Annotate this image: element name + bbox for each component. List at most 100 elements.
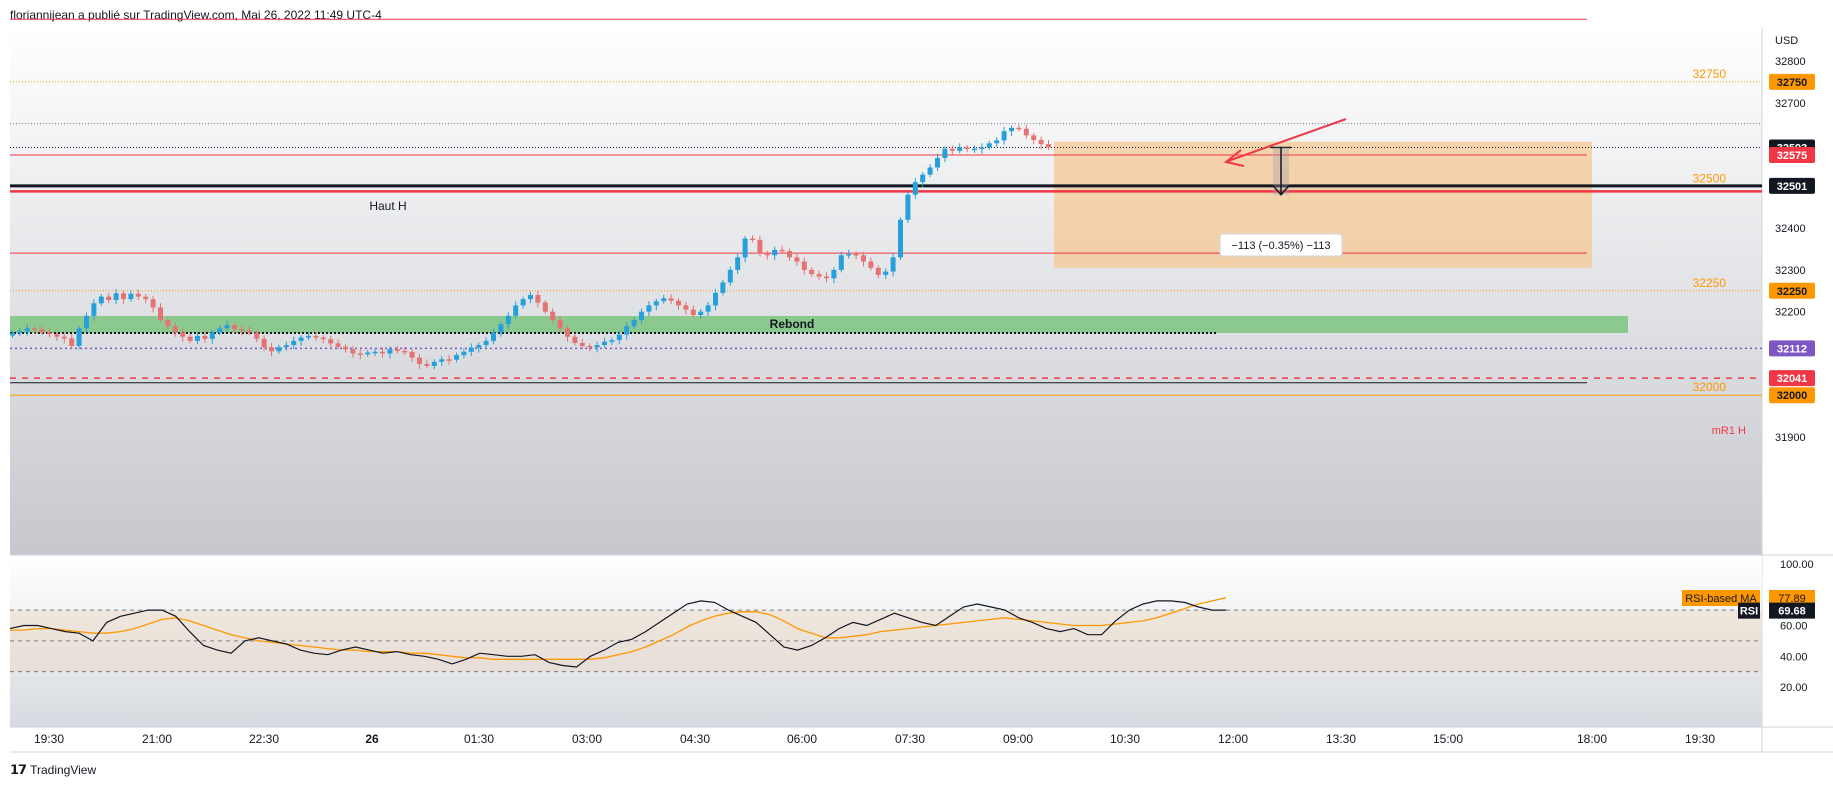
candle xyxy=(861,255,866,262)
candle xyxy=(713,292,718,306)
candle xyxy=(927,167,933,175)
candle xyxy=(195,335,200,341)
candle xyxy=(602,341,607,346)
candle xyxy=(468,347,474,352)
rsi-pane[interactable] xyxy=(10,557,1762,727)
candle xyxy=(217,328,223,333)
candle xyxy=(912,182,918,195)
candle xyxy=(942,148,948,158)
red-arrow-head-icon xyxy=(1223,149,1245,167)
candle xyxy=(350,349,356,354)
candle xyxy=(313,335,319,338)
time-tick: 06:00 xyxy=(787,732,817,746)
candle xyxy=(135,293,141,297)
candle xyxy=(986,143,992,148)
candle xyxy=(39,329,45,333)
mr1h-label: mR1 H xyxy=(1712,425,1746,437)
candle xyxy=(91,303,97,316)
candle xyxy=(69,338,75,346)
candle xyxy=(846,254,852,256)
candle xyxy=(676,300,681,306)
candle xyxy=(158,307,163,321)
time-tick: 19:30 xyxy=(1685,732,1715,746)
candle xyxy=(609,340,615,342)
rsi-value: 69.68 xyxy=(1778,606,1806,618)
time-tick: 07:30 xyxy=(895,732,925,746)
candle xyxy=(720,282,726,293)
candle xyxy=(565,328,570,337)
candle xyxy=(380,351,385,354)
price-tag xyxy=(1769,340,1815,357)
rebond-zone xyxy=(10,316,1628,333)
candles-group xyxy=(10,124,1051,370)
candle xyxy=(972,148,977,151)
price-tick: 32800 xyxy=(1775,56,1806,68)
candle xyxy=(616,334,622,341)
candle xyxy=(816,274,822,277)
candle xyxy=(24,328,30,332)
candle xyxy=(320,337,326,340)
candle xyxy=(905,194,911,220)
price-tag-label: 32750 xyxy=(1777,77,1808,89)
candle xyxy=(824,276,829,279)
time-tick: 26 xyxy=(365,732,379,746)
time-tick: 12:00 xyxy=(1218,732,1248,746)
price-tick: 31900 xyxy=(1775,432,1806,444)
candle xyxy=(735,257,741,270)
candle xyxy=(343,346,348,350)
candle xyxy=(328,339,334,344)
candle xyxy=(298,337,304,341)
candle xyxy=(520,299,526,306)
candle xyxy=(121,293,126,300)
candle xyxy=(757,239,763,254)
rsi-name: RSI xyxy=(1740,606,1758,618)
candle xyxy=(461,351,467,356)
footer-brand: 𝟭𝟳 TradingView xyxy=(10,762,96,778)
candle xyxy=(979,147,985,149)
candle xyxy=(964,147,970,149)
time-tick: 10:30 xyxy=(1110,732,1140,746)
candle xyxy=(528,294,533,300)
candle xyxy=(54,334,60,337)
candle xyxy=(246,330,252,333)
rsi-ma-tag xyxy=(1682,589,1760,606)
candle xyxy=(1046,144,1051,148)
candle xyxy=(661,298,667,302)
candle xyxy=(150,299,156,308)
candle xyxy=(868,261,874,268)
candle xyxy=(476,345,482,348)
candle xyxy=(84,315,89,329)
candle xyxy=(202,335,208,339)
candle xyxy=(209,332,215,339)
price-tag-label: 32041 xyxy=(1777,373,1808,385)
candle xyxy=(542,302,548,312)
candle xyxy=(491,332,496,341)
candle xyxy=(32,328,38,330)
level-label-32000: 32000 xyxy=(1693,380,1727,394)
price-axis: 3280032700324003230032200319003275032593… xyxy=(1769,56,1815,444)
candle xyxy=(809,269,815,275)
rsi-tick: 100.00 xyxy=(1780,559,1814,571)
rsi-name-tag xyxy=(1738,602,1760,619)
candle xyxy=(594,345,600,348)
rsi-tick: 20.00 xyxy=(1780,682,1808,694)
candle xyxy=(505,315,511,325)
price-tick: 32200 xyxy=(1775,307,1806,319)
candle xyxy=(772,249,778,256)
level-label-32750: 32750 xyxy=(1693,67,1727,81)
rsi-line xyxy=(9,600,1226,668)
time-tick: 18:00 xyxy=(1577,732,1607,746)
candle xyxy=(232,325,237,330)
haut-h-label: Haut H xyxy=(369,199,406,213)
rsi-ma-name: RSI-based MA xyxy=(1685,593,1757,605)
candle xyxy=(239,329,245,331)
candle xyxy=(787,251,792,258)
candle xyxy=(409,351,415,358)
candle xyxy=(579,343,585,346)
candle xyxy=(587,345,593,348)
candle xyxy=(838,255,844,270)
level-label-32250: 32250 xyxy=(1693,276,1727,290)
time-tick: 21:00 xyxy=(142,732,172,746)
candle xyxy=(417,357,422,364)
